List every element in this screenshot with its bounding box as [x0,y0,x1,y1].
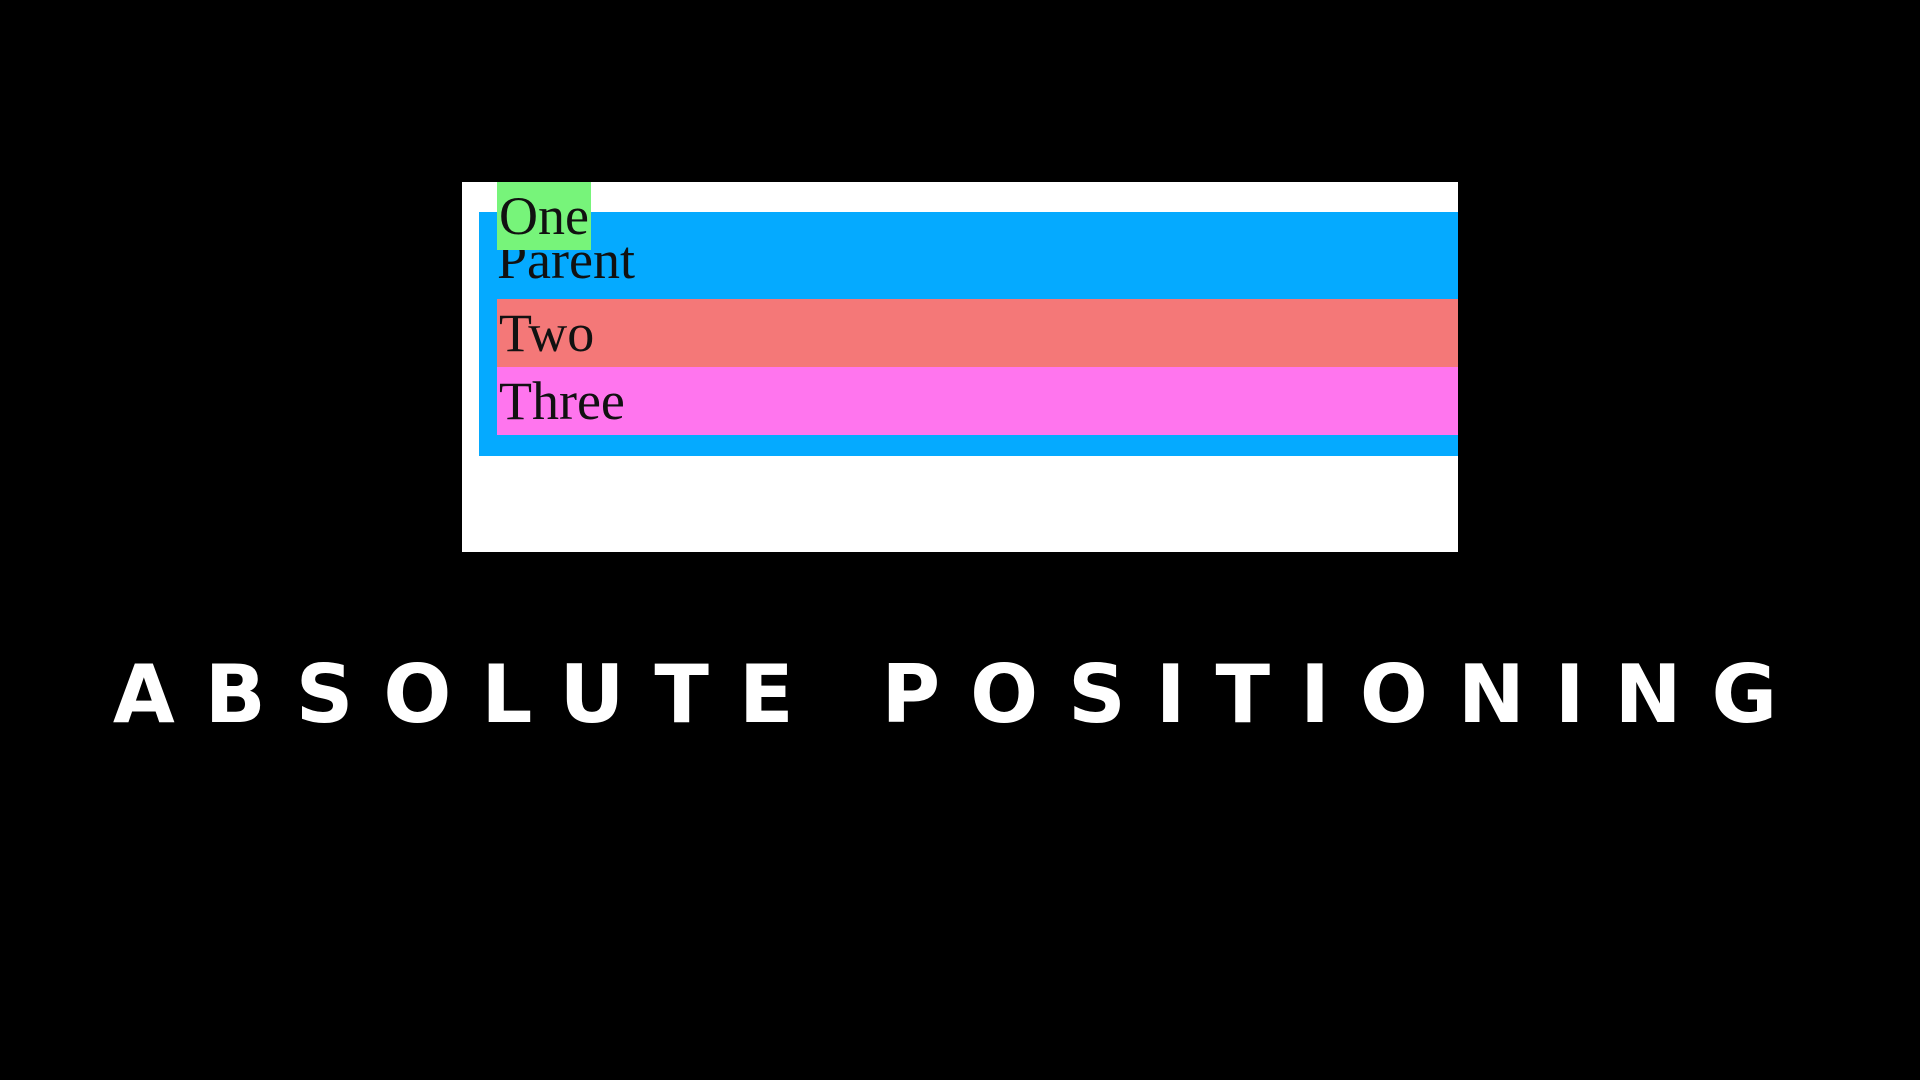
slide-title: ABSOLUTE POSITIONING [112,648,1808,741]
parent-box: Parent Two Three [479,212,1458,456]
child-one-absolute: One [497,182,591,250]
demo-frame: Parent Two Three One [462,182,1458,552]
child-three: Three [497,367,1458,435]
child-two: Two [497,299,1458,367]
